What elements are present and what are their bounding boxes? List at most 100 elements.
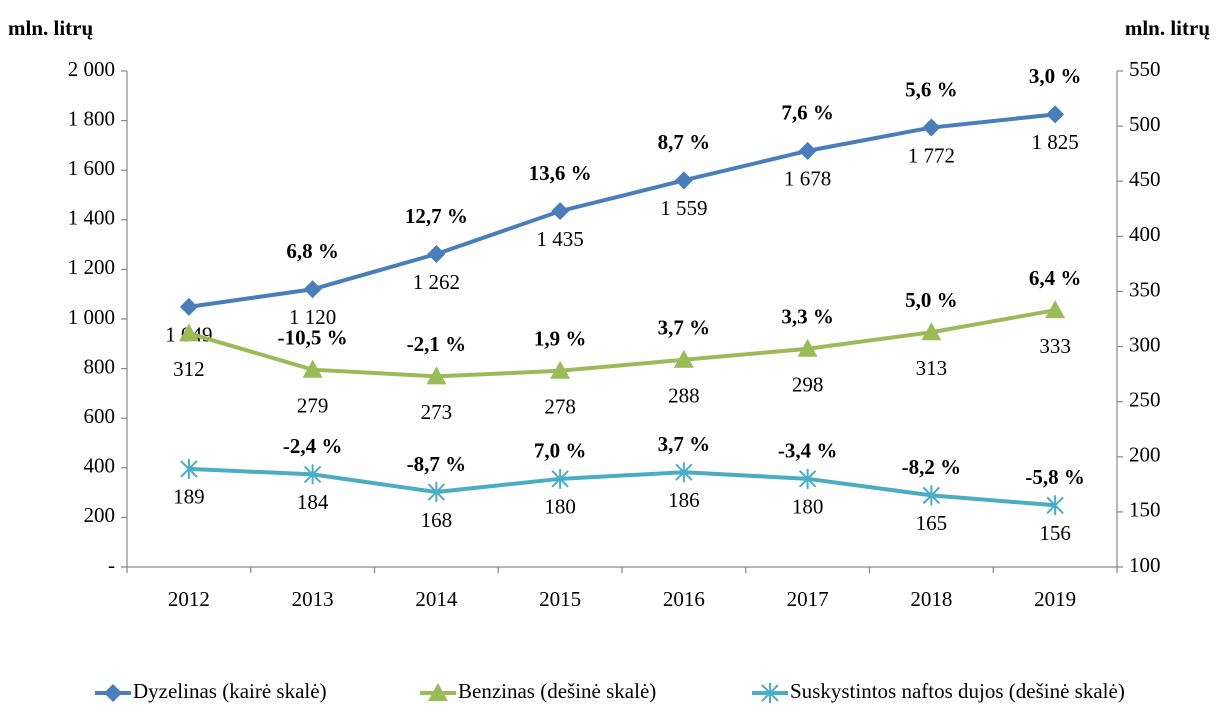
data-label: 278: [544, 395, 576, 419]
change-label: -10,5 %: [278, 326, 348, 350]
change-label: 13,6 %: [529, 161, 592, 185]
x-tick-label: 2014: [415, 587, 458, 611]
data-label: 1 559: [660, 196, 707, 220]
y-tick-label: 1 400: [68, 206, 115, 230]
data-point: [798, 141, 817, 160]
data-point: [1045, 300, 1066, 319]
change-label: 7,6 %: [781, 101, 834, 125]
data-point: [797, 338, 818, 357]
legend-label: Suskystintos naftos dujos (dešinė skalė): [790, 679, 1125, 703]
data-point: [179, 297, 198, 316]
data-point: [798, 468, 817, 489]
data-point: [302, 359, 323, 378]
change-label: 7,0 %: [534, 439, 587, 463]
legend-marker: [428, 683, 448, 701]
change-label: 12,7 %: [405, 204, 468, 228]
data-label: 1 120: [289, 305, 336, 329]
data-label: 288: [668, 384, 700, 408]
y2-tick-label: 200: [1129, 443, 1161, 467]
change-label: 5,6 %: [905, 77, 958, 101]
series-line: [188, 308, 1056, 379]
y-tick-label: 400: [84, 454, 116, 478]
y-tick-label: -: [108, 553, 115, 577]
data-point: [675, 462, 693, 483]
y-tick-label: 800: [84, 354, 116, 378]
change-label: -8,7 %: [407, 452, 467, 476]
data-point: [922, 485, 941, 506]
x-tick-label: 2019: [1034, 587, 1076, 611]
x-tick-label: 2013: [292, 587, 334, 611]
data-label: 1 678: [784, 167, 831, 191]
data-point: [178, 323, 199, 342]
x-tick-label: 2016: [663, 587, 705, 611]
y2-tick-label: 300: [1129, 332, 1161, 356]
data-point: [551, 202, 570, 221]
y2-tick-label: 400: [1129, 222, 1161, 246]
y2-axis-label: mln. litrų: [1125, 16, 1210, 40]
data-point: [1046, 495, 1064, 516]
data-label: 1 435: [537, 227, 584, 251]
y-tick-label: 2 000: [68, 57, 115, 81]
change-label: 6,4 %: [1029, 266, 1082, 290]
data-label: 180: [544, 495, 576, 519]
data-point: [180, 458, 198, 479]
data-point: [1046, 105, 1065, 124]
data-point: [922, 118, 941, 137]
data-label: 279: [297, 394, 329, 418]
y2-tick-label: 550: [1129, 57, 1161, 81]
data-point: [303, 464, 322, 485]
data-point: [673, 349, 694, 368]
change-label: -2,1 %: [407, 332, 467, 356]
data-point: [427, 482, 446, 503]
data-point: [303, 280, 322, 299]
change-label: -5,8 %: [1025, 465, 1085, 489]
change-label: 3,3 %: [781, 305, 834, 329]
y2-tick-label: 350: [1129, 277, 1161, 301]
data-label: 1 772: [908, 143, 955, 167]
legend-marker: [104, 684, 122, 702]
change-label: 6,8 %: [286, 239, 339, 263]
y-tick-label: 1 600: [68, 156, 115, 180]
data-label: 180: [792, 495, 824, 519]
data-label: 168: [421, 508, 453, 532]
y-tick-label: 1 200: [68, 255, 115, 279]
change-label: 3,0 %: [1029, 64, 1082, 88]
y2-tick-label: 150: [1129, 498, 1161, 522]
y-tick-label: 600: [84, 404, 116, 428]
data-point: [427, 245, 446, 264]
data-label: 184: [297, 490, 329, 514]
y2-tick-label: 100: [1129, 553, 1161, 577]
data-point: [551, 468, 569, 489]
x-tick-label: 2012: [168, 587, 210, 611]
data-point: [674, 171, 693, 190]
y-tick-label: 200: [84, 503, 116, 527]
data-point: [921, 322, 942, 341]
change-label: 3,7 %: [658, 432, 711, 456]
data-label: 1 262: [413, 270, 460, 294]
data-label: 186: [668, 488, 700, 512]
x-tick-label: 2018: [910, 587, 952, 611]
data-point: [550, 360, 571, 379]
change-label: -3,4 %: [778, 439, 838, 463]
change-label: -2,4 %: [283, 434, 343, 458]
y-axis-label: mln. litrų: [8, 16, 93, 40]
y-tick-label: 1 800: [68, 106, 115, 130]
change-label: 8,7 %: [658, 130, 711, 154]
data-point: [426, 366, 447, 385]
x-tick-label: 2017: [787, 587, 829, 611]
change-label: 5,0 %: [905, 288, 958, 312]
change-label: 1,9 %: [534, 327, 587, 351]
data-label: 1 825: [1032, 130, 1079, 154]
legend-label: Dyzelinas (kairė skalė): [133, 679, 327, 703]
data-label: 333: [1039, 334, 1071, 358]
data-label: 273: [421, 400, 453, 424]
y2-tick-label: 450: [1129, 167, 1161, 191]
y-tick-label: 1 000: [68, 305, 115, 329]
y2-tick-label: 500: [1129, 112, 1161, 136]
data-label: 156: [1039, 521, 1071, 545]
data-label: 298: [792, 373, 824, 397]
series-line: [188, 112, 1056, 309]
data-label: 189: [173, 485, 205, 509]
